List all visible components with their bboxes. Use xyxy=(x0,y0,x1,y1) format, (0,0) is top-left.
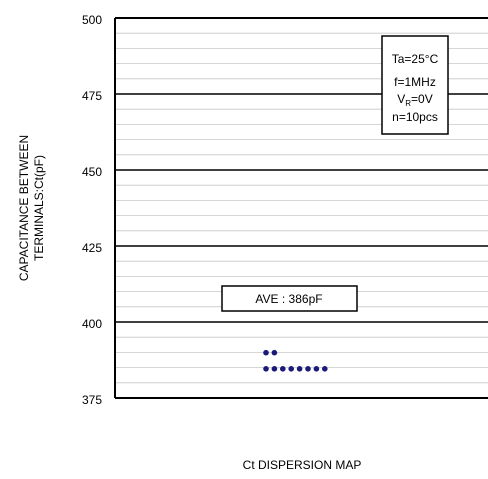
condition-sample-count: n=10pcs xyxy=(392,110,438,124)
y-tick-label: 400 xyxy=(82,317,102,331)
data-points xyxy=(263,349,328,372)
y-tick-labels: 500 475 450 425 400 375 xyxy=(82,13,102,407)
data-point xyxy=(305,366,311,372)
y-tick-label: 450 xyxy=(82,165,102,179)
data-point xyxy=(280,366,286,372)
condition-temperature: Ta=25°C xyxy=(392,52,439,66)
y-tick-label: 500 xyxy=(82,13,102,27)
average-box: AVE : 386pF xyxy=(221,285,358,312)
data-point xyxy=(263,366,269,372)
y-tick-label: 425 xyxy=(82,241,102,255)
data-point xyxy=(296,366,303,372)
data-point xyxy=(322,366,328,372)
data-point xyxy=(271,366,278,372)
y-axis-label-line-1: CAPACITANCE BETWEEN xyxy=(17,135,31,281)
x-axis-label: Ct DISPERSION MAP xyxy=(243,458,362,472)
y-tick-label: 475 xyxy=(82,89,102,103)
average-label: AVE : 386pF xyxy=(255,292,322,306)
y-axis-label-line-2: TERMINALS:Ct(pF) xyxy=(32,155,46,261)
data-point xyxy=(271,349,278,356)
data-point xyxy=(263,349,269,356)
condition-frequency: f=1MHz xyxy=(394,75,436,89)
data-point xyxy=(313,366,320,372)
y-tick-label: 375 xyxy=(82,393,102,407)
conditions-box: Ta=25°C f=1MHz VR=0V n=10pcs xyxy=(381,35,449,135)
data-point xyxy=(288,366,295,372)
condition-voltage: VR=0V xyxy=(397,92,432,108)
y-axis-label: CAPACITANCE BETWEEN TERMINALS:Ct(pF) xyxy=(17,135,46,281)
